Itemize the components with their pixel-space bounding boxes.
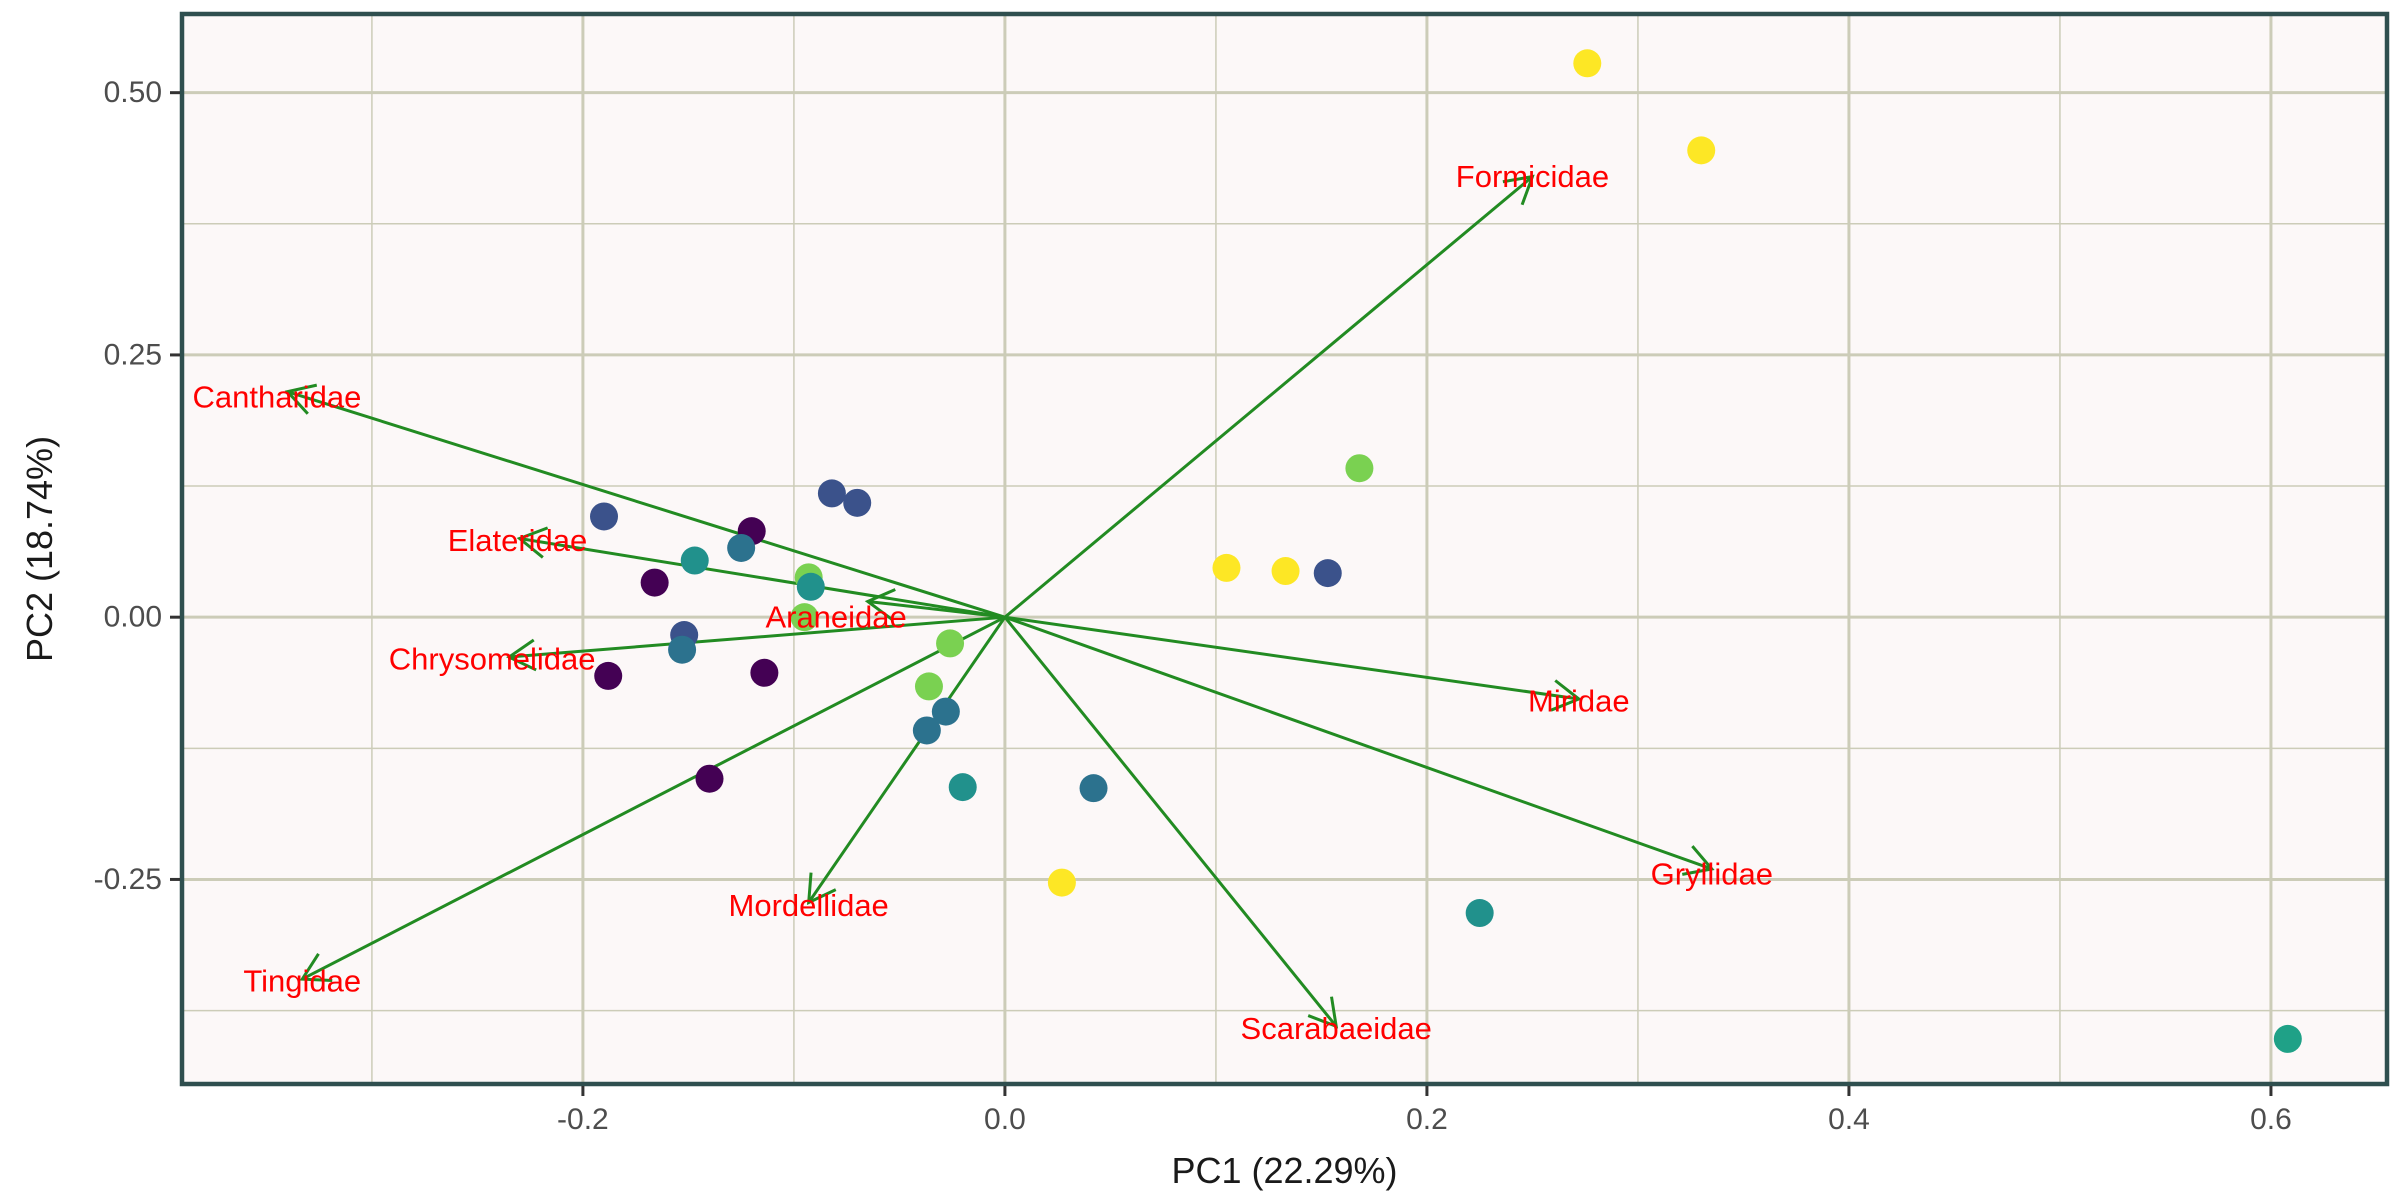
sample-point xyxy=(931,697,960,726)
loading-label-elateridae: Elateridae xyxy=(448,523,588,558)
loading-label-tingidae: Tingidae xyxy=(243,964,361,999)
loading-arrowhead xyxy=(516,526,549,559)
sample-point xyxy=(2273,1024,2302,1053)
loading-label-formicidae: Formicidae xyxy=(1456,159,1609,194)
y-axis-title: PC2 (18.74%) xyxy=(19,436,60,662)
loading-labels: Formicidae Cantharidae Elateridae Araneidae… xyxy=(192,159,1772,1046)
loading-arrowhead xyxy=(284,383,318,415)
loading-label-mordellidae: Mordellidae xyxy=(729,888,889,923)
loading-label-cantharidae: Cantharidae xyxy=(192,379,361,414)
loading-arrow xyxy=(1003,175,1534,619)
loading-arrow xyxy=(519,537,1006,619)
loading-arrowhead xyxy=(806,872,837,905)
sample-point xyxy=(912,716,941,745)
sample-point xyxy=(1047,868,1076,897)
loading-arrow xyxy=(508,615,1006,659)
loading-label-chrysomelidae: Chrysomelidae xyxy=(389,642,596,677)
loading-arrow xyxy=(1004,615,1580,701)
y-tick-label: 0.25 xyxy=(104,338,162,371)
loading-arrowhead xyxy=(1682,845,1715,876)
loading-arrowhead xyxy=(864,588,896,621)
loading-label-miridae: Miridae xyxy=(1528,684,1630,719)
sample-point xyxy=(594,661,623,690)
sample-point xyxy=(680,546,709,575)
x-axis-ticks: -0.2 0.0 0.2 0.4 0.6 xyxy=(557,1086,2292,1136)
loading-label-araneidae: Araneidae xyxy=(765,600,906,635)
y-tick-label: 0.00 xyxy=(104,601,162,634)
loading-arrow xyxy=(807,616,1007,904)
sample-point xyxy=(1465,899,1494,928)
y-tick-label: 0.50 xyxy=(104,76,162,109)
sample-point xyxy=(1345,454,1374,483)
y-axis-ticks: 0.50 0.25 0.00 -0.25 xyxy=(94,76,180,896)
loading-arrow xyxy=(301,615,1006,981)
loading-label-gryllidae: Gryllidae xyxy=(1651,857,1773,892)
plot-panel-border xyxy=(179,11,2390,1087)
minor-grid xyxy=(182,14,2387,1084)
loading-arrowhead xyxy=(1307,996,1339,1029)
sample-point xyxy=(1212,553,1241,582)
sample-points xyxy=(590,49,2302,1053)
loading-arrow xyxy=(867,599,1006,619)
loading-arrow xyxy=(1003,616,1338,1028)
x-axis-title: PC1 (22.29%) xyxy=(1171,1150,1397,1191)
sample-point xyxy=(1687,136,1716,165)
plot-panel xyxy=(182,14,2387,1084)
loading-arrow xyxy=(1004,615,1713,871)
sample-point xyxy=(1079,774,1108,803)
sample-point xyxy=(948,773,977,802)
sample-point xyxy=(590,502,619,531)
sample-point xyxy=(1573,49,1602,78)
x-tick-label: 0.2 xyxy=(1406,1103,1448,1136)
x-tick-label: -0.2 xyxy=(557,1103,609,1136)
sample-point xyxy=(796,572,825,601)
x-tick-label: 0.4 xyxy=(1828,1103,1870,1136)
loading-arrow xyxy=(287,390,1006,619)
loading-arrowhead xyxy=(506,638,537,672)
sample-point xyxy=(1271,557,1300,586)
loading-arrows xyxy=(284,174,1715,1029)
loading-arrowhead xyxy=(1502,174,1535,206)
sample-point xyxy=(1313,559,1342,588)
sample-point xyxy=(790,603,819,632)
y-tick-label: -0.25 xyxy=(94,863,162,896)
sample-point xyxy=(843,488,872,517)
sample-point xyxy=(817,479,846,508)
x-tick-label: 0.0 xyxy=(984,1103,1026,1136)
loading-arrowhead xyxy=(1550,679,1582,712)
sample-point xyxy=(668,635,697,664)
sample-point xyxy=(695,764,724,793)
sample-point xyxy=(936,629,965,658)
loading-label-scarabaeidae: Scarabaeidae xyxy=(1241,1011,1432,1046)
sample-point xyxy=(727,533,756,562)
x-tick-label: 0.6 xyxy=(2250,1103,2292,1136)
sample-point xyxy=(914,672,943,701)
loading-arrowhead xyxy=(299,953,333,983)
sample-point xyxy=(750,658,779,687)
sample-point xyxy=(640,568,669,597)
